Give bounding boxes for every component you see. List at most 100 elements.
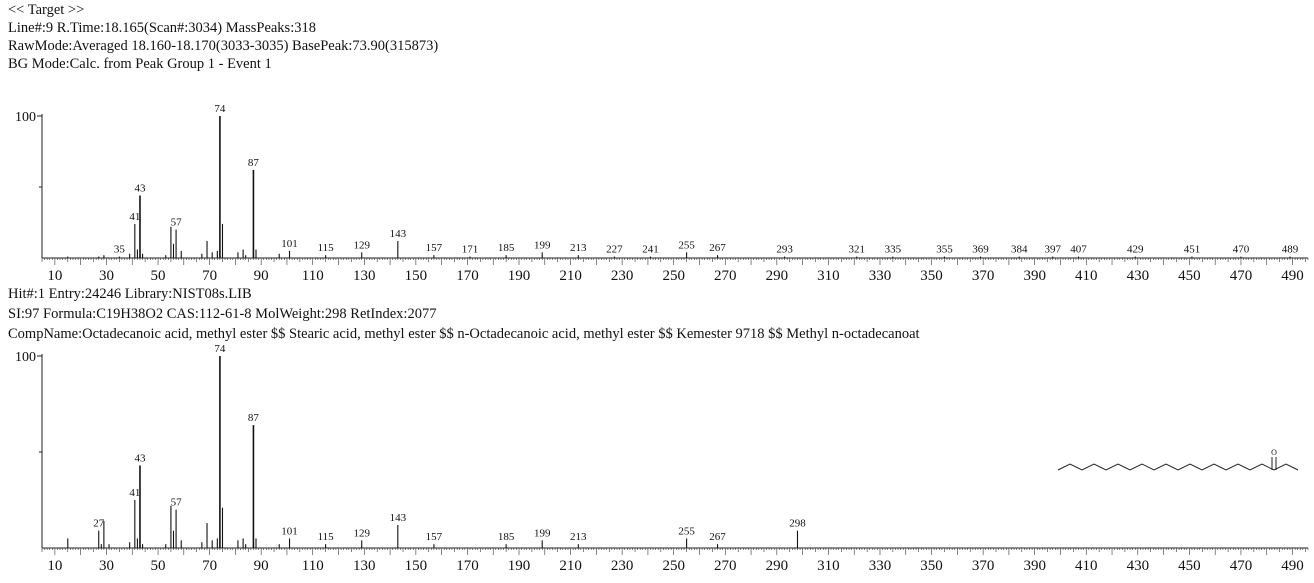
target-x-tick-label: 450 — [1178, 268, 1201, 284]
target-peak-label: 171 — [462, 244, 479, 256]
library-peak-label: 255 — [678, 525, 695, 537]
library-x-tick-label: 130 — [353, 558, 376, 574]
target-peak-label: 143 — [390, 228, 407, 240]
target-x-tick-label: 30 — [99, 268, 114, 284]
target-x-tick-label: 370 — [972, 268, 995, 284]
library-x-tick-label: 270 — [714, 558, 737, 574]
target-peak-label: 489 — [1282, 244, 1299, 256]
target-x-tick-label: 290 — [766, 268, 789, 284]
molecule-chain — [1057, 463, 1299, 471]
target-x-tick-label: 250 — [662, 268, 685, 284]
library-x-tick-label: 210 — [559, 558, 582, 574]
library-x-tick-label: 250 — [662, 558, 685, 574]
library-x-tick-label: 450 — [1178, 558, 1201, 574]
library-x-tick-label: 370 — [972, 558, 995, 574]
library-x-tick-label: 290 — [766, 558, 789, 574]
target-x-tick-label: 490 — [1281, 268, 1304, 284]
target-peak-label: 369 — [972, 244, 989, 256]
library-peak-label: 27 — [93, 518, 105, 530]
target-raw-mode: RawMode:Averaged 18.160-18.170(3033-3035… — [8, 38, 439, 54]
target-peak-label: 384 — [1011, 244, 1028, 256]
library-peak-label: 199 — [534, 527, 551, 539]
target-peak-label: 41 — [129, 211, 140, 223]
target-x-tick-label: 230 — [611, 268, 634, 284]
target-peak-label: 267 — [709, 242, 726, 254]
library-x-tick-label: 190 — [508, 558, 531, 574]
library-x-tick-label: 430 — [1127, 558, 1150, 574]
hit-formula-info: SI:97 Formula:C19H38O2 CAS:112-61-8 MolW… — [8, 306, 437, 322]
molecule-structure: O — [1057, 448, 1299, 471]
oxygen-atom-label: O — [1271, 448, 1277, 457]
target-peak-label: 74 — [214, 103, 226, 115]
target-x-tick-label: 350 — [920, 268, 943, 284]
target-peak-label: 407 — [1070, 244, 1087, 256]
library-peak-label: 57 — [171, 497, 183, 509]
target-x-tick-label: 50 — [151, 268, 166, 284]
target-peak-label: 241 — [642, 244, 659, 256]
library-x-tick-label: 150 — [405, 558, 428, 574]
target-marker: << Target >> — [8, 2, 85, 18]
target-peak-label: 185 — [498, 242, 515, 254]
target-peak-label: 429 — [1127, 244, 1144, 256]
target-peak-label: 35 — [114, 244, 126, 256]
target-line-info: Line#:9 R.Time:18.165(Scan#:3034) MassPe… — [8, 20, 316, 36]
library-peak-label: 267 — [709, 531, 726, 543]
target-spectrum: 100 10 30 50 70 90 110 130 150 170 190 210 230 250 270… — [15, 103, 1309, 284]
library-x-tick-label: 70 — [202, 558, 217, 574]
target-peak-label: 470 — [1233, 244, 1250, 256]
library-peak-label: 43 — [134, 452, 146, 464]
library-x-tick-label: 390 — [1023, 558, 1046, 574]
target-peak-label: 101 — [281, 238, 298, 250]
target-peak-label: 43 — [134, 183, 146, 195]
library-x-tick-label: 30 — [99, 558, 114, 574]
library-spectrum: 100 10 30 50 70 90 110 130 150 170 190 210 230 250 270… — [15, 343, 1309, 574]
target-peak-label: 355 — [936, 244, 953, 256]
library-peak-label: 74 — [214, 343, 226, 355]
target-x-tick-label: 430 — [1127, 268, 1150, 284]
target-x-tick-label: 190 — [508, 268, 531, 284]
target-peak-label: 199 — [534, 239, 551, 251]
target-peak-label: 255 — [678, 239, 695, 251]
library-peak-label: 41 — [129, 487, 140, 499]
target-x-tick-label: 70 — [202, 268, 217, 284]
target-peak-label: 227 — [606, 244, 623, 256]
target-x-tick-label: 270 — [714, 268, 737, 284]
library-x-tick-label: 230 — [611, 558, 634, 574]
target-x-tick-label: 410 — [1075, 268, 1098, 284]
library-peak-label: 298 — [789, 518, 806, 530]
library-x-tick-label: 10 — [47, 558, 62, 574]
library-x-tick-label: 50 — [151, 558, 166, 574]
target-y-max-label: 100 — [15, 110, 36, 125]
library-x-tick-label: 170 — [456, 558, 479, 574]
library-y-max-label: 100 — [15, 350, 36, 365]
target-peak-label: 335 — [885, 244, 902, 256]
library-peak-label: 87 — [248, 412, 260, 424]
library-peak-label: 129 — [353, 527, 370, 539]
target-x-tick-label: 130 — [353, 268, 376, 284]
library-x-tick-label: 470 — [1230, 558, 1253, 574]
library-peak-label: 157 — [426, 531, 443, 543]
target-peak-label: 451 — [1184, 244, 1201, 256]
target-x-tick-label: 210 — [559, 268, 582, 284]
library-x-tick-label: 490 — [1281, 558, 1304, 574]
library-peak-label: 143 — [390, 512, 407, 524]
target-x-tick-label: 310 — [817, 268, 840, 284]
target-peak-label: 293 — [776, 244, 793, 256]
library-peak-label: 185 — [498, 531, 515, 543]
target-x-tick-label: 10 — [47, 268, 62, 284]
target-peak-label: 157 — [426, 242, 443, 254]
target-x-tick-label: 90 — [254, 268, 269, 284]
library-x-tick-label: 410 — [1075, 558, 1098, 574]
library-x-tick-label: 110 — [302, 558, 324, 574]
target-x-tick-label: 150 — [405, 268, 428, 284]
target-x-tick-label: 390 — [1023, 268, 1046, 284]
target-x-tick-label: 330 — [869, 268, 892, 284]
target-peak-label: 129 — [353, 239, 370, 251]
target-peak-label: 87 — [248, 157, 260, 169]
library-x-tick-label: 90 — [254, 558, 269, 574]
target-x-tick-label: 470 — [1230, 268, 1253, 284]
library-peak-label: 213 — [570, 531, 587, 543]
target-peak-label: 213 — [570, 242, 587, 254]
target-x-tick-label: 110 — [302, 268, 324, 284]
